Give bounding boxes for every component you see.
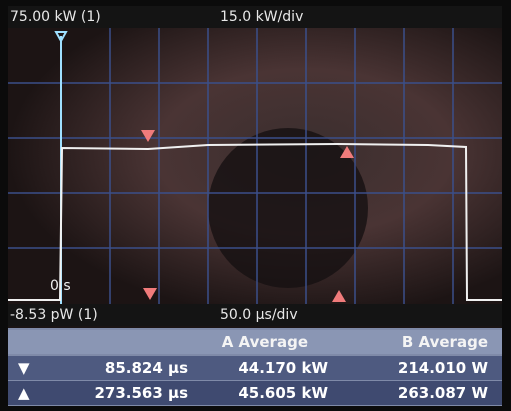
trace (8, 142, 502, 301)
table-header: A Average B Average (8, 330, 502, 354)
bottom-bar: -8.53 pW (1) 50.0 µs/div (8, 304, 502, 326)
table-row: ▼ 85.824 µs 44.170 kW 214.010 W (8, 356, 502, 380)
top-bar: 75.00 kW (1) 15.0 kW/div (8, 6, 502, 28)
cursor-symbol: ▲ (18, 384, 30, 402)
b-average: 263.087 W (397, 384, 488, 402)
table-row: ▲ 273.563 µs 45.605 kW 263.087 W (8, 381, 502, 405)
cursor-a-marker (141, 130, 155, 142)
trigger-marker (54, 31, 68, 44)
grid (8, 28, 502, 304)
horizontal-scale: 50.0 µs/div (220, 307, 298, 323)
scale-top: 75.00 kW (1) (10, 9, 101, 25)
column-header: A Average (221, 333, 308, 351)
time-value: 273.563 µs (94, 384, 188, 402)
b-average: 214.010 W (397, 359, 488, 377)
a-average: 44.170 kW (238, 359, 328, 377)
a-average: 45.605 kW (238, 384, 328, 402)
cursor-a-marker (143, 288, 157, 300)
column-header: B Average (401, 333, 488, 351)
scale-bottom: -8.53 pW (1) (10, 307, 98, 323)
waveform-plot: 0 s (8, 28, 502, 304)
cursor-b-marker (332, 290, 346, 302)
measurement-table: A Average B Average ▼ 85.824 µs 44.170 k… (8, 328, 502, 406)
instrument-screen: 75.00 kW (1) 15.0 kW/div 0 s -8.53 pW (1… (8, 6, 502, 406)
vertical-scale: 15.0 kW/div (220, 9, 304, 25)
cursor-symbol: ▼ (18, 359, 30, 377)
time-origin: 0 s (50, 278, 71, 294)
cursor-b-marker (340, 146, 354, 158)
time-value: 85.824 µs (104, 359, 188, 377)
